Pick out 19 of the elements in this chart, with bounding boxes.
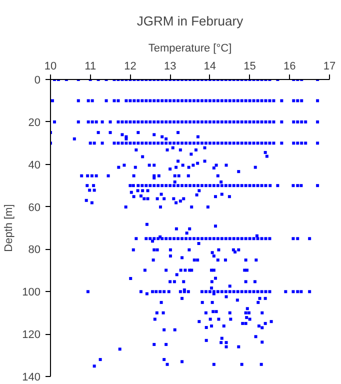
x-tick-label: 14 [204, 60, 216, 72]
x-tick-label: 11 [84, 60, 96, 72]
y-tick-label: 20 [28, 116, 41, 129]
x-tick-label: 15 [244, 60, 256, 72]
chart-title: JGRM in February [136, 14, 244, 28]
y-tick-label: 100 [22, 286, 41, 299]
y-tick-label: 40 [28, 159, 41, 172]
y-tick-label: 60 [28, 202, 41, 214]
y-tick-label: 140 [22, 372, 41, 384]
y-tick-label: 0 [34, 74, 41, 86]
x-tick-label: 10 [44, 60, 57, 72]
y-tick-label: 120 [22, 329, 41, 342]
y-tick-label: 80 [28, 244, 41, 256]
x-tick-label: 17 [323, 60, 336, 72]
y-axis-title: Depth [m] [3, 204, 16, 252]
x-tick-label: 12 [124, 60, 136, 72]
x-tick-label: 16 [284, 60, 296, 72]
x-axis-title: Temperature [°C] [148, 42, 232, 54]
x-tick-label: 13 [164, 60, 176, 72]
